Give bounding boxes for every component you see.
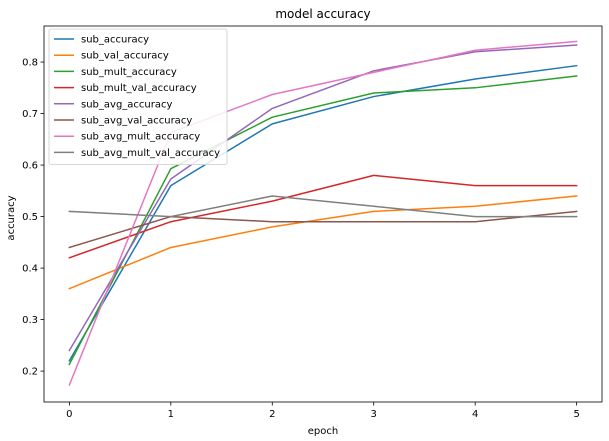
legend-box <box>48 28 228 166</box>
x-tick-label: 2 <box>269 409 275 420</box>
series-line-sub_accuracy <box>68 64 578 362</box>
legend-entry: sub_avg_accuracy <box>81 99 172 110</box>
legend: sub_accuracy sub_val_accuracy sub_mult_acc… <box>48 28 228 166</box>
legend-entry: sub_val_accuracy <box>81 51 169 62</box>
legend-entry: sub_avg_val_accuracy <box>81 116 192 127</box>
x-tick-label: 4 <box>472 409 478 420</box>
y-tick-label: 0.5 <box>22 212 38 223</box>
x-tick-label: 1 <box>168 409 174 420</box>
y-tick-label: 0.6 <box>22 161 38 172</box>
y-axis-label: accuracy <box>6 195 17 240</box>
series-line-sub_avg_val_accuracy <box>68 210 578 249</box>
legend-entry: sub_mult_val_accuracy <box>81 83 197 94</box>
legend-entry: sub_avg_mult_val_accuracy <box>81 148 220 159</box>
series-line-sub_avg_mult_accuracy <box>68 40 578 386</box>
plot-frame <box>43 25 603 403</box>
plot-area: 0 1 2 3 4 50.20.30.40.50.60.70.8sub_accuracys… <box>22 25 603 420</box>
y-tick-label: 0.4 <box>22 264 38 275</box>
legend-entry: sub_avg_mult_accuracy <box>81 132 200 143</box>
series-line-sub_avg_accuracy <box>68 44 578 352</box>
series-line-sub_mult_val_accuracy <box>68 174 578 259</box>
series-line-sub_avg_mult_val_accuracy <box>68 195 578 218</box>
chart-title: model accuracy <box>275 7 370 21</box>
y-tick-label: 0.7 <box>22 109 38 120</box>
series-line-sub_val_accuracy <box>68 195 578 290</box>
y-tick-label: 0.8 <box>22 58 38 69</box>
x-tick-label: 3 <box>371 409 377 420</box>
legend-entry: sub_accuracy <box>81 35 149 46</box>
x-tick-label: 0 <box>66 409 72 420</box>
x-axis-label: epoch <box>308 426 338 437</box>
series-line-sub_mult_accuracy <box>68 75 578 366</box>
y-tick-label: 0.3 <box>22 315 38 326</box>
y-tick-label: 0.2 <box>22 367 38 378</box>
legend-entry: sub_mult_accuracy <box>81 67 177 78</box>
x-tick-label: 5 <box>573 409 579 420</box>
